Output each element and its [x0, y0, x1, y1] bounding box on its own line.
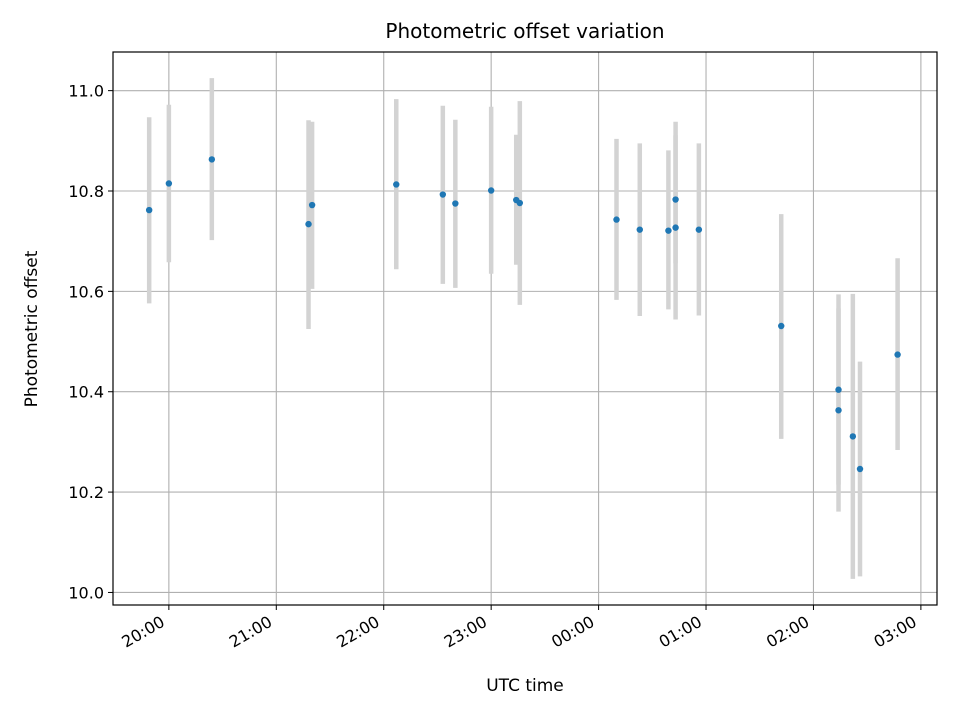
grid-lines	[113, 52, 937, 605]
data-point	[835, 407, 842, 414]
data-point	[695, 226, 703, 233]
y-tick-label: 10.2	[68, 483, 104, 502]
data-point	[613, 216, 620, 223]
data-point	[516, 199, 524, 207]
data-point	[145, 206, 153, 214]
y-tick-label: 10.0	[68, 583, 104, 602]
data-point	[894, 351, 901, 358]
data-point	[835, 386, 842, 393]
x-tick-label: 02:00	[763, 612, 812, 652]
data-points	[145, 156, 901, 473]
data-point	[672, 224, 679, 231]
error-bars	[146, 78, 900, 579]
y-axis-title: Photometric offset	[22, 250, 42, 407]
x-axis-title: UTC time	[486, 676, 564, 696]
y-axis-ticks: 10.0 10.2 10.4 10.6 10.8 11.0	[68, 82, 113, 602]
data-point	[439, 191, 447, 198]
x-tick-label: 23:00	[441, 612, 490, 652]
x-axis-ticks: 20:00 21:00 22:00 23:00 00:00 01:00 02:00 03:00	[118, 605, 922, 652]
x-tick-label: 01:00	[656, 612, 705, 652]
y-tick-label: 10.6	[68, 282, 104, 301]
x-tick-label: 03:00	[870, 612, 919, 652]
x-tick-label: 21:00	[226, 612, 275, 652]
data-point	[487, 187, 495, 194]
y-tick-label: 10.8	[68, 182, 104, 201]
data-point	[305, 220, 312, 228]
data-point	[393, 181, 400, 188]
chart-title: Photometric offset variation	[385, 19, 664, 43]
data-point	[778, 322, 785, 330]
y-tick-label: 11.0	[68, 82, 104, 101]
data-point	[672, 196, 679, 203]
data-point	[308, 201, 316, 209]
plot-frame	[112, 51, 938, 606]
y-tick-label: 10.4	[68, 383, 104, 402]
data-point	[665, 227, 672, 234]
x-tick-label: 22:00	[333, 612, 382, 652]
data-point	[208, 156, 216, 163]
x-tick-label: 00:00	[548, 612, 597, 652]
x-tick-label: 20:00	[118, 612, 167, 652]
data-point	[165, 180, 173, 187]
data-point	[452, 200, 459, 207]
data-point	[849, 433, 857, 440]
data-point	[636, 226, 643, 233]
data-point	[856, 465, 864, 473]
